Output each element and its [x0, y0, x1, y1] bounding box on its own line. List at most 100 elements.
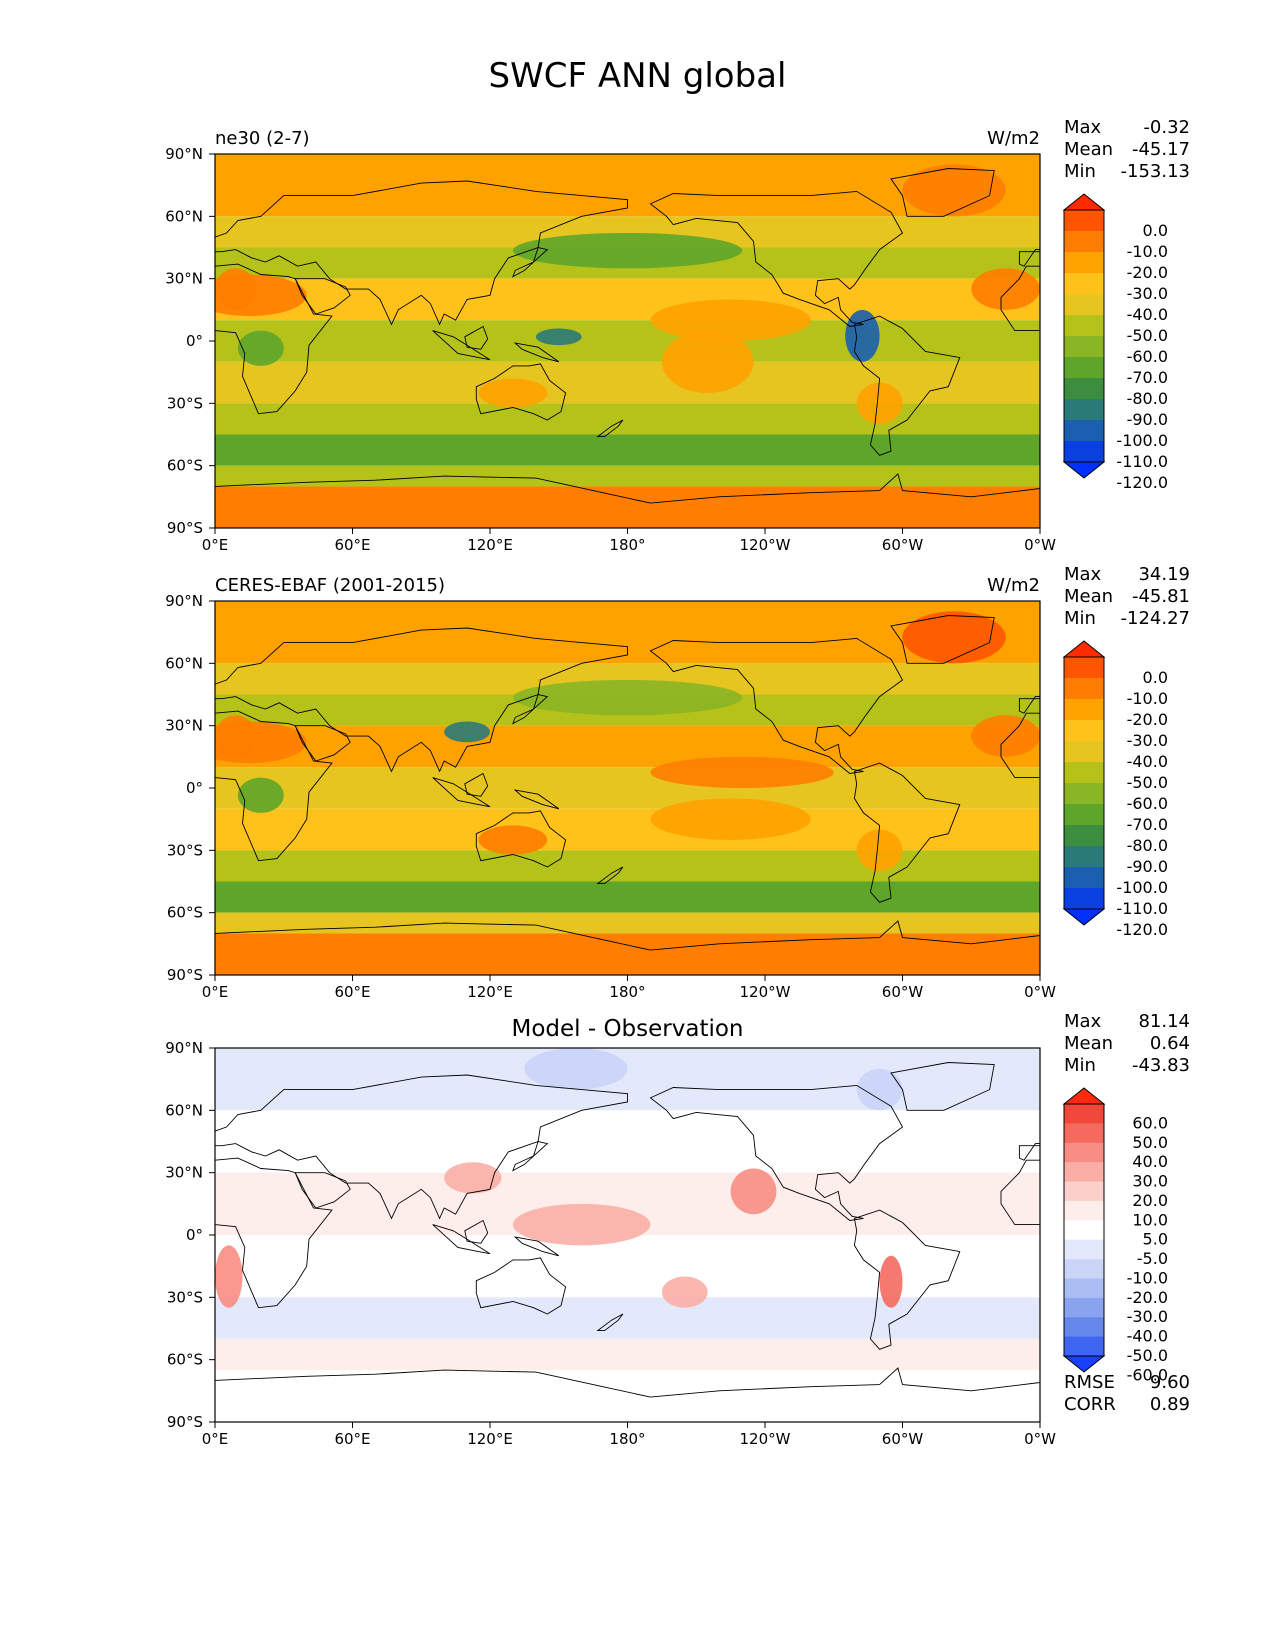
colorbar-tick-label: -100.0 [1116, 878, 1168, 897]
coastline [464, 325, 489, 350]
panel-difference-plot: 0°E 60°E 120°E 180° 120°W 60°W 0°W 90°N 60°N 30°N… [165, 1011, 1190, 1448]
stat-value-mean: 0.64 [1150, 1033, 1190, 1054]
x-tick-label: 60°E [334, 1430, 370, 1448]
stat-value-min: -124.27 [1121, 608, 1190, 629]
x-tick-label: 60°W [882, 1430, 924, 1448]
field-band [215, 434, 1040, 466]
colorbar-box [1064, 699, 1104, 721]
field-region [856, 382, 903, 425]
colorbar-extend-top [1062, 193, 1106, 211]
field-region [524, 1048, 628, 1090]
x-tick-label: 180° [609, 983, 645, 1001]
colorbar-tick-label: -50.0 [1127, 1346, 1168, 1365]
colorbar-tick-label: 10.0 [1132, 1210, 1168, 1229]
panel-model: 0°E 60°E 120°E 180° 120°W 60°W 0°W 90°N 60°N 30°N… [0, 110, 1275, 580]
coastline [596, 1313, 624, 1332]
colorbar-box [1064, 657, 1104, 679]
x-tick-label: 0°E [202, 983, 229, 1001]
coastline [215, 1074, 628, 1220]
colorbar-tick-label: -50.0 [1127, 326, 1168, 345]
coastline [649, 637, 904, 774]
panel-model-plot: 0°E 60°E 120°E 180° 120°W 60°W 0°W 90°N 60°N 30°N… [165, 117, 1190, 554]
x-tick-label: 180° [609, 1430, 645, 1448]
field-region [971, 715, 1040, 757]
colorbar-box [1064, 804, 1104, 826]
colorbar-box [1064, 420, 1104, 442]
coastline [294, 278, 351, 315]
coastline [475, 1257, 567, 1315]
y-tick-label: 30°S [167, 841, 203, 859]
coastline [853, 315, 961, 456]
colorbar-box [1064, 273, 1104, 295]
colorbar-box [1064, 1220, 1104, 1241]
panel-left-title: ne30 (2-7) [215, 128, 310, 149]
colorbar-tick-label: -110.0 [1116, 899, 1168, 918]
coastline [475, 810, 567, 868]
field-band [215, 361, 1040, 404]
coastline [294, 725, 351, 762]
coastline [1000, 1159, 1040, 1226]
coastline [464, 772, 489, 797]
colorbar-box [1064, 741, 1104, 763]
colorbar-extend-top [1062, 640, 1106, 658]
y-tick-label: 0° [186, 1226, 203, 1244]
panel-observation-plot: 0°E 60°E 120°E 180° 120°W 60°W 0°W 90°N 60°N 30°N… [165, 564, 1190, 1001]
y-tick-label: 30°N [165, 1164, 203, 1182]
x-tick-label: 120°E [467, 536, 513, 554]
colorbar-box [1064, 1162, 1104, 1183]
colorbar-tick-label: -120.0 [1116, 920, 1168, 939]
x-tick-label: 120°W [740, 536, 791, 554]
field-band [215, 1338, 1040, 1371]
y-tick-label: 90°N [165, 1039, 203, 1057]
colorbar-tick-label: 0.0 [1143, 221, 1168, 240]
stat-value-min: -43.83 [1132, 1055, 1190, 1076]
x-tick-label: 120°E [467, 1430, 513, 1448]
colorbar-tick-label: -120.0 [1116, 473, 1168, 492]
field-region [237, 330, 284, 366]
coastline [853, 1209, 961, 1350]
field-band [215, 912, 1040, 934]
field-region [512, 679, 743, 716]
stat-label-corr: CORR [1064, 1394, 1116, 1415]
colorbar-tick-label: -40.0 [1127, 1327, 1168, 1346]
colorbar-box [1064, 1297, 1104, 1318]
colorbar-box [1064, 1317, 1104, 1338]
y-tick-label: 0° [186, 332, 203, 350]
field-region [215, 268, 257, 310]
coastline [215, 263, 333, 415]
stat-label-min: Min [1064, 161, 1096, 182]
coastline [432, 330, 491, 361]
colorbar-extend-bottom [1062, 461, 1106, 479]
field-region [512, 232, 743, 269]
coastline [649, 190, 904, 327]
colorbar-tick-label: 60.0 [1132, 1113, 1168, 1132]
colorbar-tick-label: -40.0 [1127, 752, 1168, 771]
colorbar-box [1064, 315, 1104, 337]
map-field [215, 154, 1040, 528]
stat-label-max: Max [1064, 564, 1102, 585]
field-band [215, 403, 1040, 435]
stat-label-rmse: RMSE [1064, 1372, 1115, 1393]
field-region [650, 756, 834, 788]
stat-label-mean: Mean [1064, 139, 1113, 160]
coastline [596, 419, 624, 438]
panel-observation: 0°E 60°E 120°E 180° 120°W 60°W 0°W 90°N 60°N 30°N… [0, 557, 1275, 1027]
y-tick-label: 60°S [167, 457, 203, 475]
coastline [432, 777, 491, 808]
colorbar-box [1064, 378, 1104, 400]
colorbar-box [1064, 1278, 1104, 1299]
colorbar-box [1064, 294, 1104, 316]
colorbar-box [1064, 399, 1104, 421]
field-band [215, 278, 1040, 321]
coastline [1018, 249, 1040, 267]
coastline [512, 246, 549, 278]
x-tick-label: 60°W [882, 983, 924, 1001]
field-band [215, 320, 1040, 362]
colorbar-tick-label: -40.0 [1127, 305, 1168, 324]
y-tick-label: 90°S [167, 966, 203, 984]
colorbar-box [1064, 867, 1104, 889]
field-band [215, 1297, 1040, 1339]
y-tick-label: 60°N [165, 207, 203, 225]
colorbar-tick-label: -10.0 [1127, 242, 1168, 261]
x-tick-label: 60°E [334, 536, 370, 554]
